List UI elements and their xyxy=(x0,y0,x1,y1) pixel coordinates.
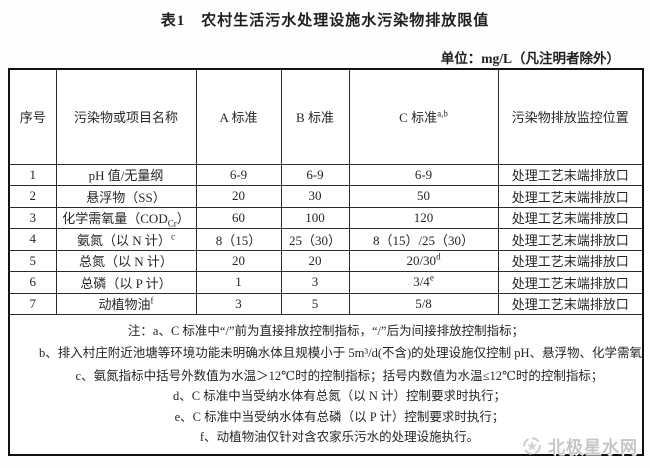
table-row: 1 pH 值/无量纲 6-9 6-9 6-9 处理工艺末端排放口 xyxy=(8,163,644,186)
table-row: 6 总磷（以 P 计） 1 3 3/4e 处理工艺末端排放口 xyxy=(8,271,644,294)
cell-pollutant-name: 悬浮物（SS） xyxy=(55,185,197,208)
cell-standard-b: 100 xyxy=(280,206,350,229)
page-title: 表1 农村生活污水处理设施水污染物排放限值 xyxy=(160,13,490,29)
standard-c-value: 5/8 xyxy=(415,295,432,311)
table-notes: 注：a、C 标准中“/”前为直接排放控制指标，“/”后为间接排放控制指标； b、… xyxy=(8,314,644,455)
cell-monitor-position: 处理工艺末端排放口 xyxy=(497,185,644,208)
cell-standard-c: 3/4e xyxy=(348,271,499,294)
cell-pollutant-name: 氨氮（以 N 计）c xyxy=(55,228,197,251)
cell-standard-b: 20 xyxy=(280,249,350,272)
cell-standard-b: 3 xyxy=(280,271,350,294)
standard-c-sup: d xyxy=(436,251,441,262)
table-row: 5 总氮（以 N 计） 20 20 20/30d 处理工艺末端排放口 xyxy=(8,249,644,272)
note-a: 注：a、C 标准中“/”前为直接排放控制指标，“/”后为间接排放控制指标； xyxy=(127,323,525,338)
watermark: 北极星水网 xyxy=(521,433,638,458)
pollutant-name-tail: ） xyxy=(176,211,190,227)
cell-standard-c: 120 xyxy=(348,206,499,229)
standard-c-value: 6-9 xyxy=(414,166,433,182)
pollutant-name: 总磷（以 P 计） xyxy=(80,275,172,291)
cell-no: 3 xyxy=(8,206,57,229)
cell-standard-a: 20 xyxy=(195,185,282,208)
cell-standard-c: 5/8 xyxy=(348,292,499,315)
cell-pollutant-name: 动植物油f xyxy=(55,292,197,315)
table-row: 7 动植物油f 3 5 5/8 处理工艺末端排放口 xyxy=(8,292,644,315)
standard-c-value: 3/4 xyxy=(413,274,430,290)
note-f: f、动植物油仅针对含农家乐污水的处理设施执行。 xyxy=(199,430,480,445)
pollutant-name: 总氮（以 N 计） xyxy=(79,254,173,270)
cell-pollutant-name: 总氮（以 N 计） xyxy=(55,249,197,272)
cell-monitor-position: 处理工艺末端排放口 xyxy=(497,249,644,272)
pollutant-name: 氨氮（以 N 计） xyxy=(77,232,171,248)
note-d: d、C 标准中当受纳水体有总氮（以 N 计）控制要求时执行； xyxy=(173,389,506,404)
note-c: c、氨氮指标中括号外数值为水温＞12℃时的控制指标；括号内数值为水温≤12℃时的… xyxy=(75,368,604,383)
cell-standard-c: 8（15）/25（30） xyxy=(348,228,499,251)
header-no: 序号 xyxy=(8,68,57,165)
note-b: b、排入村庄附近池塘等环境功能未明确水体且规模小于 5m³/d(不含)的处理设施… xyxy=(39,346,643,361)
unit-note: 单位：mg/L（凡注明者除外） xyxy=(440,51,620,66)
cell-standard-b: 30 xyxy=(280,185,350,208)
pollutant-name-sup: f xyxy=(150,295,154,306)
table-header-row: 序号 污染物或项目名称 A 标准 B 标准 C 标准a,b 污染物排放监控位置 xyxy=(8,68,644,165)
cell-no: 4 xyxy=(8,228,57,251)
table-row: 3 化学需氧量（CODCr） 60 100 120 处理工艺末端排放口 xyxy=(8,206,644,229)
pollutant-name: 动植物油 xyxy=(98,297,151,313)
cell-standard-a: 20 xyxy=(195,249,282,272)
star-circle-icon xyxy=(523,436,541,455)
cell-monitor-position: 处理工艺末端排放口 xyxy=(497,292,644,315)
cell-standard-b: 25（30） xyxy=(280,228,350,251)
cell-standard-a: 8（15） xyxy=(195,228,282,251)
cell-standard-a: 1 xyxy=(195,271,282,294)
notes-row: 注：a、C 标准中“/”前为直接排放控制指标，“/”后为间接排放控制指标； b、… xyxy=(8,314,644,455)
cell-monitor-position: 处理工艺末端排放口 xyxy=(497,206,644,229)
header-pollutant-name: 污染物或项目名称 xyxy=(55,68,197,165)
cell-standard-b: 6-9 xyxy=(280,163,350,186)
cell-standard-c: 6-9 xyxy=(348,163,499,186)
standard-c-value: 50 xyxy=(417,188,430,204)
table-row: 4 氨氮（以 N 计）c 8（15） 25（30） 8（15）/25（30） 处… xyxy=(8,228,644,251)
header-standard-c-label: C 标准 xyxy=(399,110,438,126)
pollutant-name-sub: Cr xyxy=(167,218,177,229)
cell-standard-c: 20/30d xyxy=(348,249,499,272)
cell-no: 7 xyxy=(8,292,57,315)
watermark-text: 北极星水网 xyxy=(548,438,638,457)
header-monitor-position: 污染物排放监控位置 xyxy=(497,68,644,165)
standard-c-value: 120 xyxy=(413,209,434,225)
cell-no: 2 xyxy=(8,185,57,208)
cell-pollutant-name: 化学需氧量（CODCr） xyxy=(55,206,197,229)
cell-no: 5 xyxy=(8,249,57,272)
table-row: 2 悬浮物（SS） 20 30 50 处理工艺末端排放口 xyxy=(8,185,644,208)
note-e: e、C 标准中当受纳水体有总磷（以 P 计）控制要求时执行； xyxy=(174,409,505,424)
cell-monitor-position: 处理工艺末端排放口 xyxy=(497,271,644,294)
standard-c-sup: e xyxy=(429,272,434,283)
header-standard-c: C 标准a,b xyxy=(348,68,499,165)
cell-standard-b: 5 xyxy=(280,292,350,315)
header-standard-a: A 标准 xyxy=(195,68,282,165)
header-standard-b: B 标准 xyxy=(280,68,350,165)
cell-standard-c: 50 xyxy=(348,185,499,208)
cell-no: 6 xyxy=(8,271,57,294)
cell-standard-a: 3 xyxy=(195,292,282,315)
cell-no: 1 xyxy=(8,163,57,186)
cell-monitor-position: 处理工艺末端排放口 xyxy=(497,163,644,186)
header-standard-c-sup: a,b xyxy=(437,108,448,119)
pollutant-name: 化学需氧量（COD xyxy=(62,211,168,227)
cell-pollutant-name: pH 值/无量纲 xyxy=(55,163,197,186)
pollutant-name: 悬浮物（SS） xyxy=(86,189,166,205)
standard-c-value: 20/30 xyxy=(406,252,437,268)
pollutant-name: pH 值/无量纲 xyxy=(88,168,164,184)
cell-standard-a: 60 xyxy=(195,206,282,229)
pollutant-name-sup: c xyxy=(170,231,175,242)
discharge-limits-table: 序号 污染物或项目名称 A 标准 B 标准 C 标准a,b 污染物排放监控位置 … xyxy=(8,68,644,456)
cell-monitor-position: 处理工艺末端排放口 xyxy=(497,228,644,251)
standard-c-value: 8（15）/25（30） xyxy=(372,232,475,248)
cell-standard-a: 6-9 xyxy=(195,163,282,186)
cell-pollutant-name: 总磷（以 P 计） xyxy=(55,271,197,294)
